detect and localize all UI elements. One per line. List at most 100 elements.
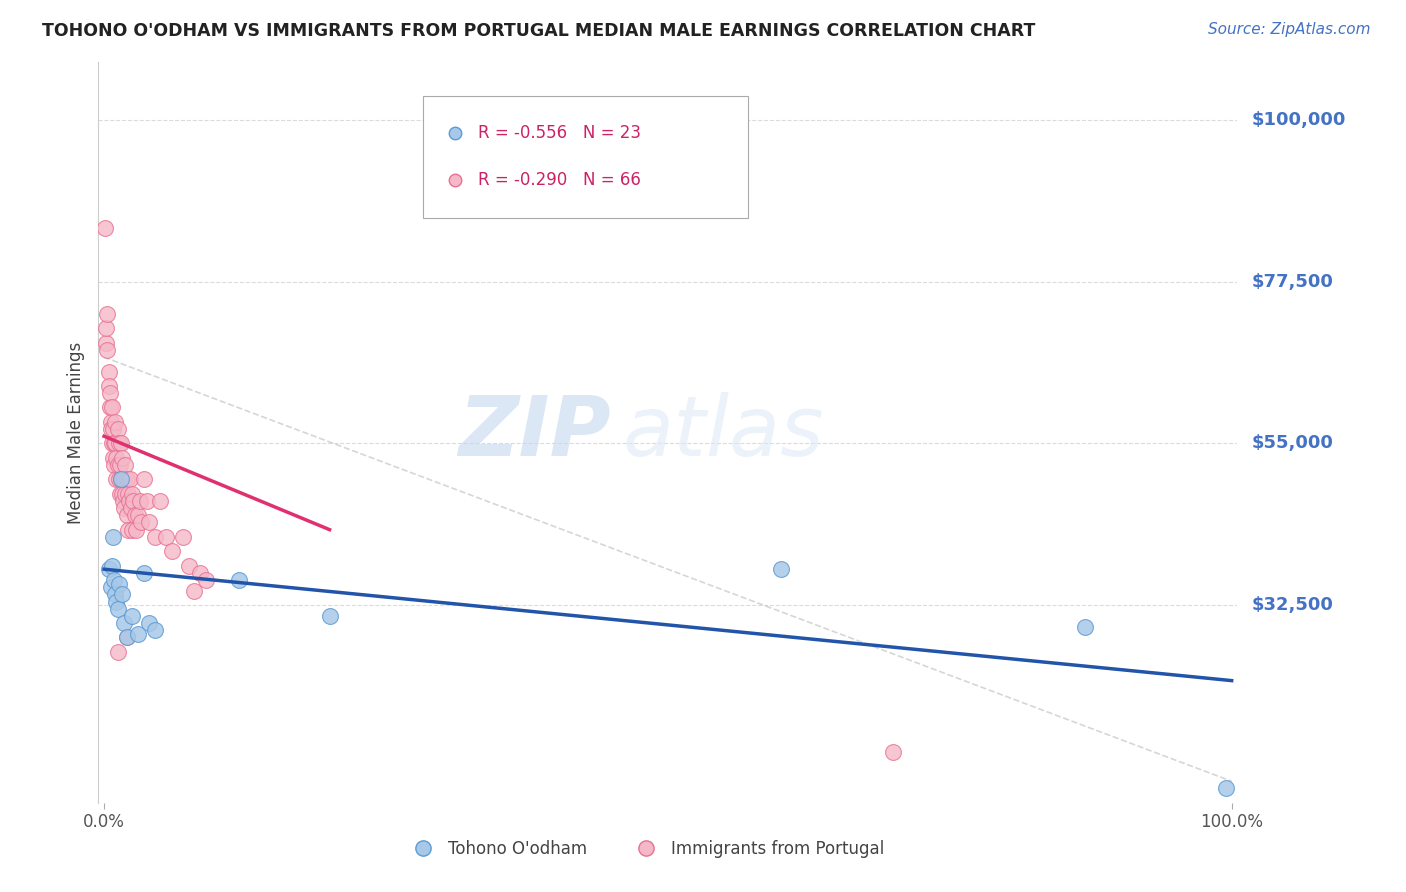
Point — [112, 501, 135, 516]
Point — [100, 415, 122, 429]
Point — [138, 616, 160, 631]
Point — [97, 365, 120, 379]
Point — [124, 523, 146, 537]
Point — [129, 494, 152, 508]
Point — [120, 501, 142, 516]
Point — [121, 523, 143, 537]
Point — [1074, 620, 1097, 634]
Point — [160, 544, 183, 558]
Point — [143, 530, 166, 544]
Point — [155, 530, 177, 544]
Text: ZIP: ZIP — [458, 392, 612, 473]
Point — [108, 486, 131, 500]
Point — [96, 335, 118, 350]
Point — [107, 576, 129, 591]
Point — [882, 746, 904, 760]
Point — [105, 594, 128, 608]
Point — [103, 573, 125, 587]
Text: R = -0.290   N = 66: R = -0.290 N = 66 — [478, 171, 641, 189]
Point — [101, 530, 124, 544]
Text: $77,500: $77,500 — [1251, 273, 1333, 291]
Point — [115, 472, 138, 486]
Point — [118, 494, 141, 508]
Point — [107, 422, 129, 436]
Point — [122, 494, 145, 508]
Point — [104, 436, 127, 450]
Point — [121, 608, 143, 623]
Point — [228, 573, 250, 587]
Point — [96, 307, 118, 321]
Point — [124, 508, 146, 523]
Point — [121, 486, 143, 500]
Point — [107, 645, 129, 659]
Point — [183, 583, 205, 598]
Point — [100, 422, 122, 436]
Point — [115, 508, 138, 523]
Point — [177, 558, 200, 573]
Point — [111, 450, 134, 465]
Point — [115, 631, 138, 645]
Point — [103, 458, 125, 472]
Point — [98, 401, 121, 415]
Point — [110, 472, 132, 486]
Point — [107, 436, 129, 450]
Point — [112, 616, 135, 631]
Point — [110, 436, 132, 450]
Point — [101, 450, 124, 465]
Point — [114, 486, 136, 500]
Point — [117, 486, 139, 500]
Point — [132, 472, 155, 486]
Point — [769, 562, 792, 576]
Point — [100, 580, 122, 594]
Point — [114, 458, 136, 472]
Point — [194, 573, 217, 587]
Point — [96, 343, 118, 357]
Text: $100,000: $100,000 — [1251, 111, 1346, 129]
Point — [149, 494, 172, 508]
Point — [94, 220, 117, 235]
Point — [188, 566, 211, 580]
Y-axis label: Median Male Earnings: Median Male Earnings — [67, 342, 86, 524]
Point — [101, 558, 124, 573]
Text: Source: ZipAtlas.com: Source: ZipAtlas.com — [1208, 22, 1371, 37]
Point — [111, 587, 134, 601]
Point — [111, 486, 134, 500]
Point — [104, 415, 127, 429]
Point — [112, 494, 135, 508]
Point — [103, 436, 125, 450]
Point — [135, 494, 157, 508]
Point — [101, 401, 124, 415]
Point — [115, 631, 138, 645]
Point — [107, 458, 129, 472]
Point — [129, 516, 152, 530]
Text: $32,500: $32,500 — [1251, 596, 1333, 614]
Point — [143, 624, 166, 638]
Point — [107, 601, 129, 615]
Text: atlas: atlas — [623, 392, 824, 473]
Point — [172, 530, 194, 544]
Point — [101, 422, 124, 436]
Point — [98, 386, 121, 401]
Point — [112, 472, 135, 486]
Point — [108, 458, 131, 472]
Point — [110, 472, 132, 486]
Text: R = -0.556   N = 23: R = -0.556 N = 23 — [478, 124, 641, 142]
Point — [1215, 781, 1237, 796]
Text: TOHONO O'ODHAM VS IMMIGRANTS FROM PORTUGAL MEDIAN MALE EARNINGS CORRELATION CHAR: TOHONO O'ODHAM VS IMMIGRANTS FROM PORTUG… — [42, 22, 1036, 40]
Point — [105, 472, 128, 486]
Point — [107, 472, 129, 486]
Point — [138, 516, 160, 530]
Point — [104, 587, 127, 601]
Point — [105, 450, 128, 465]
Point — [132, 566, 155, 580]
Legend: Tohono O'odham, Immigrants from Portugal: Tohono O'odham, Immigrants from Portugal — [399, 833, 890, 865]
Point — [101, 436, 124, 450]
Point — [127, 508, 149, 523]
Text: $55,000: $55,000 — [1251, 434, 1333, 452]
FancyBboxPatch shape — [423, 95, 748, 218]
Point — [318, 608, 340, 623]
Point — [127, 627, 149, 641]
Point — [97, 562, 120, 576]
Point — [96, 321, 118, 335]
Point — [97, 379, 120, 393]
